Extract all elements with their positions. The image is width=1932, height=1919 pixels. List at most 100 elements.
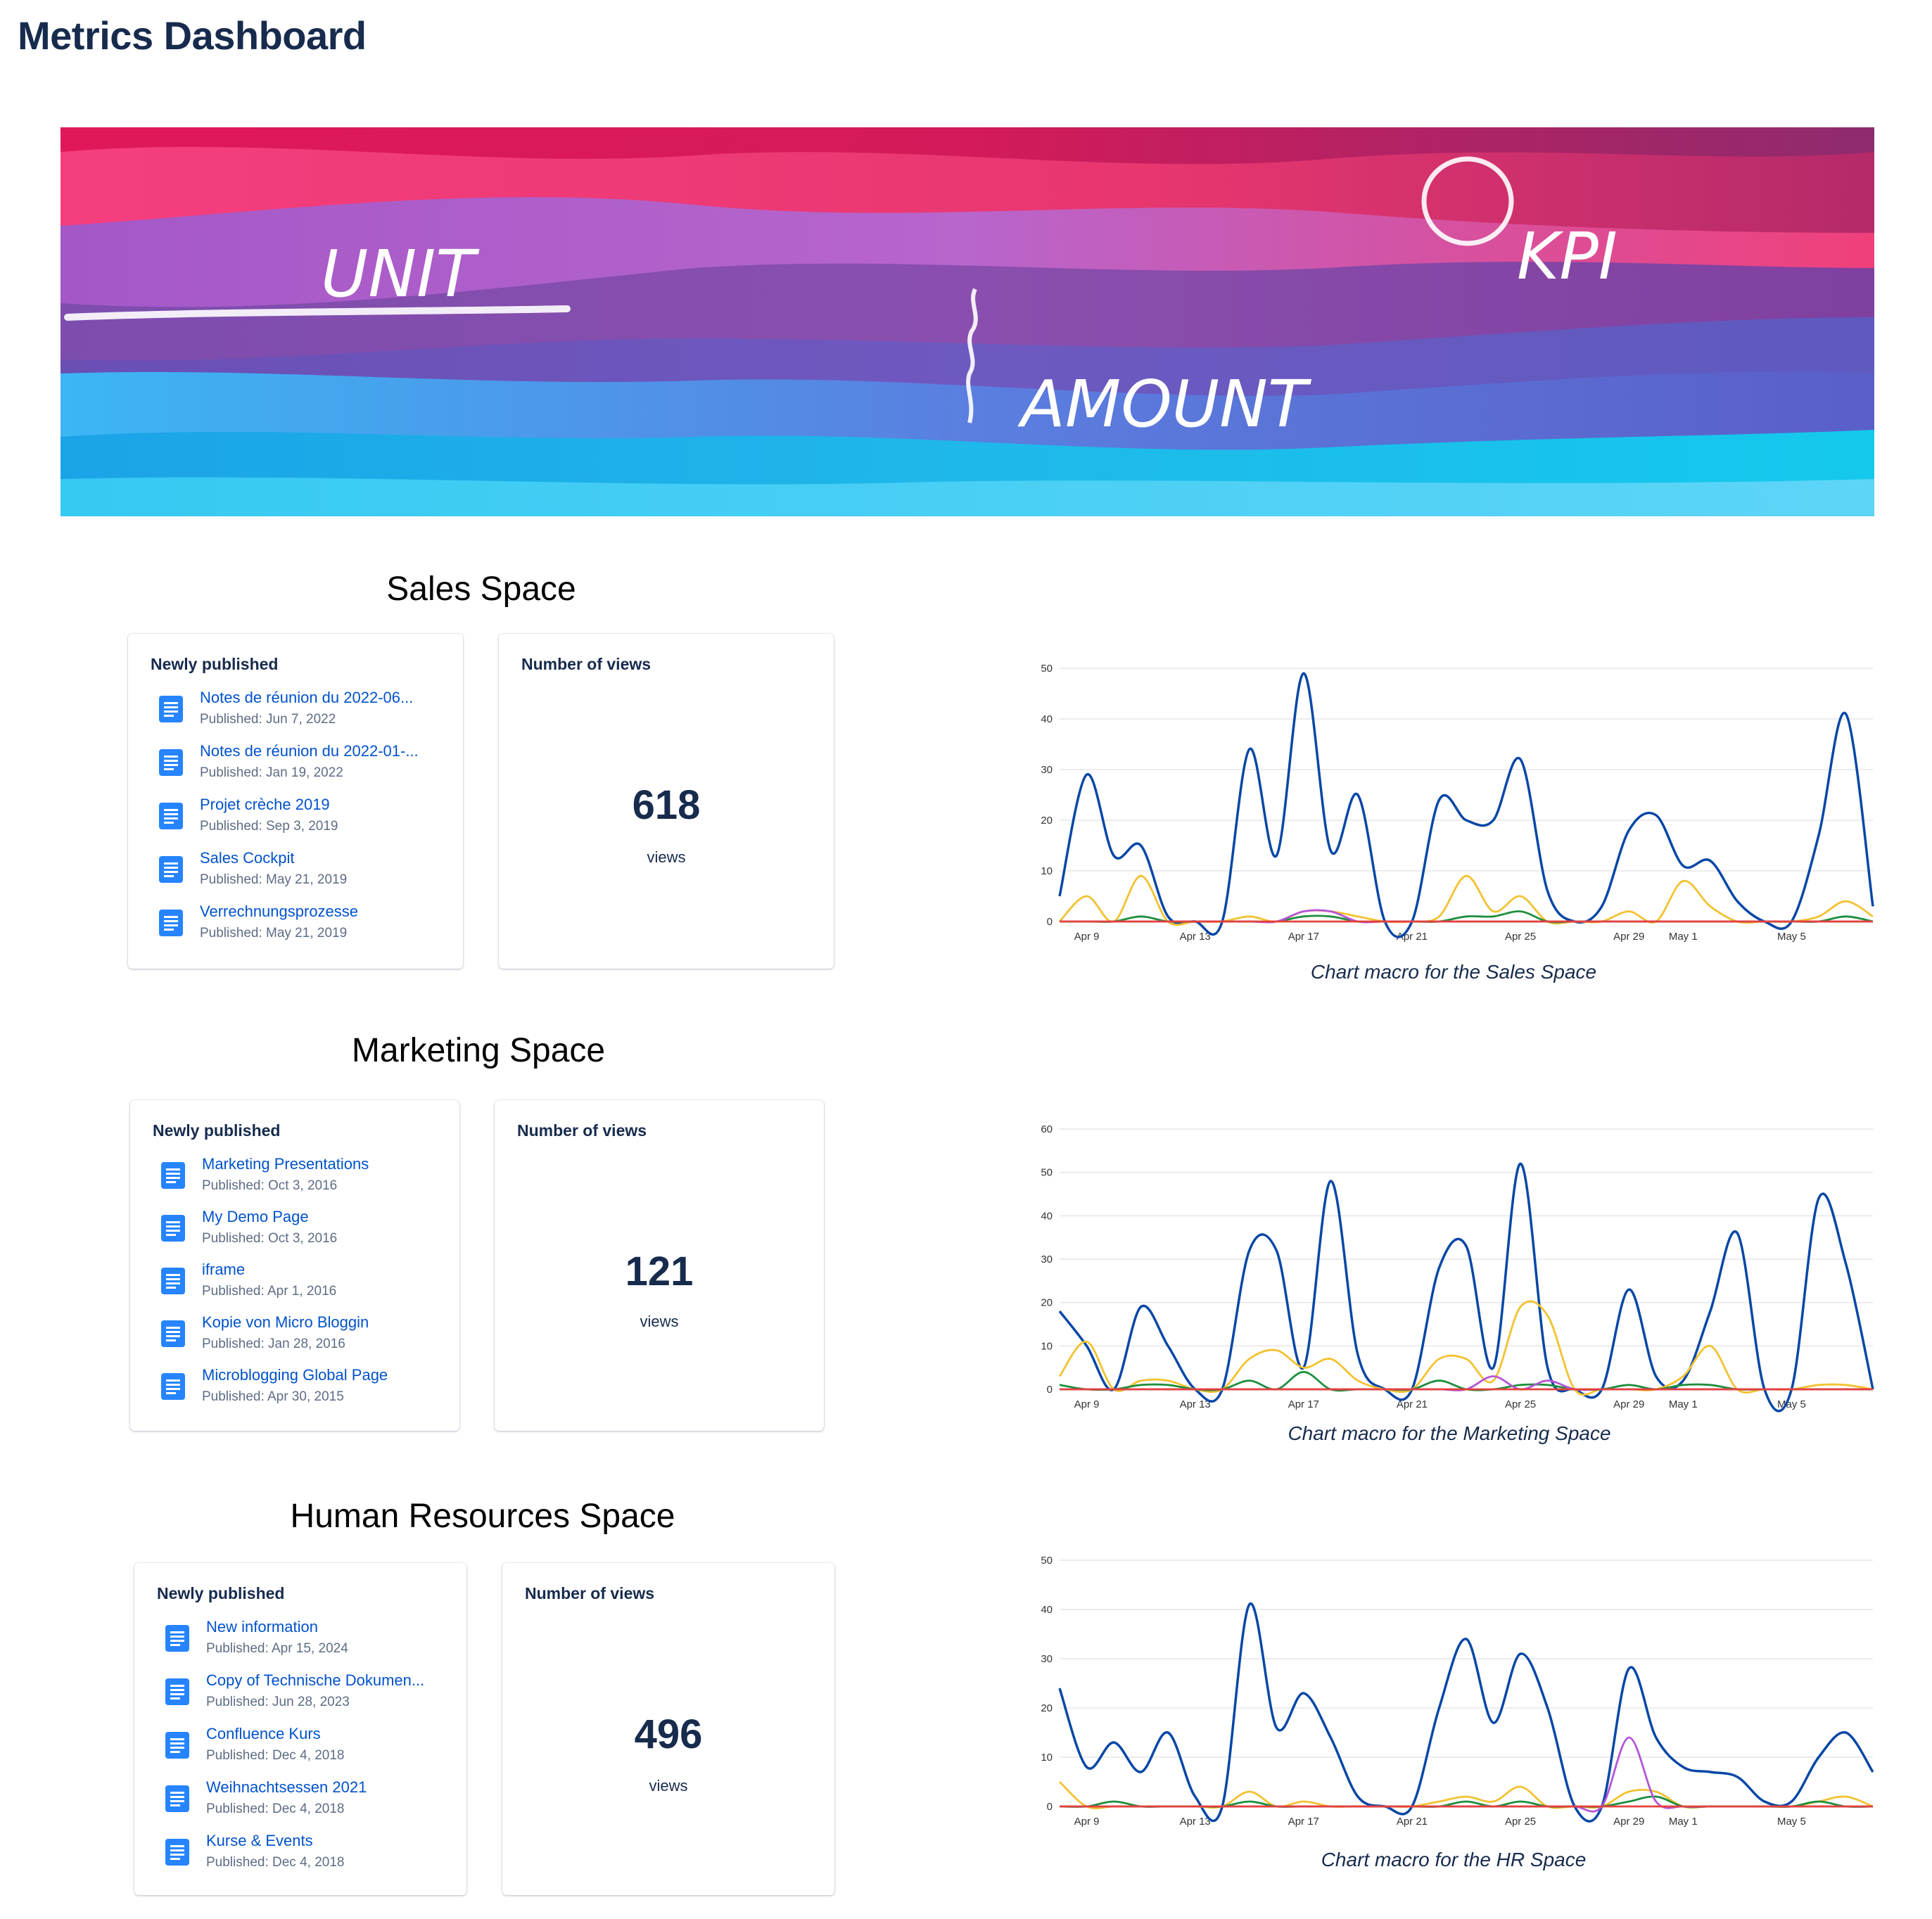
newly-published-heading: Newly published [151, 655, 279, 673]
page-link[interactable]: Copy of Technische Dokumen... [206, 1671, 425, 1689]
series-line [1059, 1370, 1873, 1392]
newly-published-heading: Newly published [153, 1121, 281, 1140]
document-icon [161, 1373, 185, 1400]
x-tick-label: Apr 17 [1288, 1398, 1319, 1410]
list-item[interactable]: Weihnachtsessen 2021 Published: Dec 4, 2… [165, 1778, 461, 1823]
published-date: Published: Dec 4, 2018 [206, 1748, 345, 1763]
list-item[interactable]: iframe Published: Apr 1, 2016 [161, 1261, 457, 1306]
x-tick-label: Apr 25 [1505, 931, 1536, 943]
y-tick-label: 30 [1041, 764, 1053, 776]
series-line [1060, 1375, 1873, 1391]
document-icon [165, 1625, 189, 1652]
document-icon [165, 1732, 189, 1759]
newly-published-card: Newly published Marketing Presentations … [130, 1100, 459, 1431]
series-line [1058, 1602, 1874, 1823]
page-link[interactable]: My Demo Page [202, 1208, 309, 1225]
page-link[interactable]: New information [206, 1618, 318, 1636]
page-title: Metrics Dashboard [18, 13, 367, 58]
list-item[interactable]: Copy of Technische Dokumen... Published:… [165, 1671, 461, 1716]
views-label: views [640, 1313, 679, 1330]
document-icon [165, 1839, 189, 1866]
published-date: Published: Jun 7, 2022 [200, 712, 336, 727]
page-link[interactable]: Weihnachtsessen 2021 [206, 1778, 367, 1796]
header-banner-image: UNIT KPI AMOUNT [61, 127, 1874, 516]
y-tick-label: 40 [1041, 713, 1053, 725]
section-title-human-resources: Human Resources Space [290, 1498, 675, 1535]
chart-caption: Chart macro for the Marketing Space [1288, 1422, 1611, 1444]
published-date: Published: Jan 28, 2016 [202, 1337, 345, 1351]
chart-svg: 0 10 20 30 40 50 60 Apr 9 Apr 13 Apr 17 Apr 21 Apr … [1041, 1123, 1874, 1413]
x-tick-label: May 1 [1669, 1816, 1698, 1828]
views-count: 618 [632, 782, 701, 828]
published-date: Published: Apr 1, 2016 [202, 1284, 337, 1299]
published-date: Published: May 21, 2019 [200, 872, 348, 887]
x-tick-label: Apr 25 [1505, 1816, 1536, 1828]
page-link[interactable]: Kopie von Micro Bloggin [202, 1313, 369, 1331]
list-item[interactable]: Notes de réunion du 2022-01-... Publishe… [159, 742, 455, 787]
list-item[interactable]: My Demo Page Published: Oct 3, 2016 [161, 1208, 457, 1253]
list-item[interactable]: Sales Cockpit Published: May 21, 2019 [159, 849, 455, 894]
document-icon [159, 856, 183, 883]
banner-word-kpi: KPI [1517, 219, 1618, 294]
document-icon [161, 1215, 185, 1242]
list-item[interactable]: Confluence Kurs Published: Dec 4, 2018 [165, 1725, 461, 1770]
x-tick-label: Apr 13 [1180, 1816, 1211, 1828]
y-tick-label: 30 [1041, 1254, 1053, 1265]
page-link[interactable]: Verrechnungsprozesse [200, 903, 359, 920]
x-tick-label: May 1 [1669, 931, 1698, 943]
published-date: Published: Jan 19, 2022 [200, 765, 343, 780]
x-tick-label: May 1 [1669, 1398, 1698, 1410]
page-link[interactable]: Projet crèche 2019 [200, 796, 330, 813]
list-item[interactable]: Notes de réunion du 2022-06... Published… [159, 689, 455, 734]
y-tick-label: 30 [1041, 1653, 1053, 1665]
y-tick-label: 40 [1041, 1604, 1053, 1616]
page-link[interactable]: Microblogging Global Page [202, 1366, 388, 1384]
section-title-sales: Sales Space [386, 570, 576, 608]
newly-published-card: Newly published New information Publishe… [134, 1563, 466, 1895]
views-line-chart-hr: 0 10 20 30 40 50 Apr 9 Apr 13 Apr 17 Apr 21 Apr 25… [1027, 1539, 1879, 1835]
list-item[interactable]: Marketing Presentations Published: Oct 3… [161, 1155, 457, 1200]
page-link[interactable]: Marketing Presentations [202, 1155, 369, 1173]
published-date: Published: Sep 3, 2019 [200, 819, 338, 834]
views-label: views [649, 1777, 688, 1794]
number-of-views-heading: Number of views [525, 1584, 655, 1602]
list-item[interactable]: New information Published: Apr 15, 2024 [165, 1618, 461, 1663]
series-line [1058, 1162, 1874, 1413]
list-item[interactable]: Microblogging Global Page Published: Apr… [161, 1366, 457, 1411]
series-line [1058, 672, 1874, 938]
views-label: views [647, 848, 686, 866]
page-link[interactable]: Confluence Kurs [206, 1725, 321, 1742]
page-link[interactable]: Sales Cockpit [200, 849, 295, 867]
x-tick-label: Apr 9 [1074, 1816, 1100, 1828]
y-tick-label: 10 [1041, 865, 1053, 877]
document-icon [159, 803, 183, 829]
page-link[interactable]: iframe [202, 1261, 246, 1278]
list-item[interactable]: Kurse & Events Published: Dec 4, 2018 [165, 1832, 461, 1877]
page-link[interactable]: Notes de réunion du 2022-06... [200, 689, 414, 706]
newly-published-card: Newly published Notes de réunion du 2022… [128, 634, 463, 969]
x-tick-label: Apr 13 [1180, 931, 1211, 943]
list-item[interactable]: Projet crèche 2019 Published: Sep 3, 201… [159, 796, 455, 841]
list-item[interactable]: Kopie von Micro Bloggin Published: Jan 2… [161, 1313, 457, 1358]
y-tick-label: 10 [1041, 1752, 1053, 1764]
newly-published-heading: Newly published [157, 1584, 285, 1602]
views-line-chart-sales: 0 10 20 30 40 50 Apr 9 Apr 13 Apr 17 Apr 21 Apr 25… [1027, 647, 1879, 950]
document-icon [161, 1320, 185, 1347]
document-icon [159, 696, 183, 722]
page-link[interactable]: Kurse & Events [206, 1832, 313, 1849]
y-tick-label: 20 [1041, 1297, 1053, 1309]
document-icon [165, 1785, 189, 1812]
number-of-views-heading: Number of views [517, 1121, 647, 1140]
published-date: Published: Dec 4, 2018 [206, 1802, 345, 1816]
list-item[interactable]: Verrechnungsprozesse Published: May 21, … [159, 903, 455, 948]
page-link[interactable]: Notes de réunion du 2022-01-... [200, 742, 419, 760]
number-of-views-card: Number of views 618 views [499, 634, 834, 969]
published-date: Published: May 21, 2019 [200, 926, 348, 941]
x-tick-label: Apr 29 [1613, 1398, 1644, 1410]
published-date: Published: Apr 30, 2015 [202, 1389, 344, 1404]
y-tick-label: 0 [1047, 916, 1053, 928]
y-tick-label: 20 [1041, 1702, 1053, 1714]
x-tick-label: May 5 [1777, 1816, 1806, 1828]
x-tick-label: May 5 [1777, 931, 1806, 943]
